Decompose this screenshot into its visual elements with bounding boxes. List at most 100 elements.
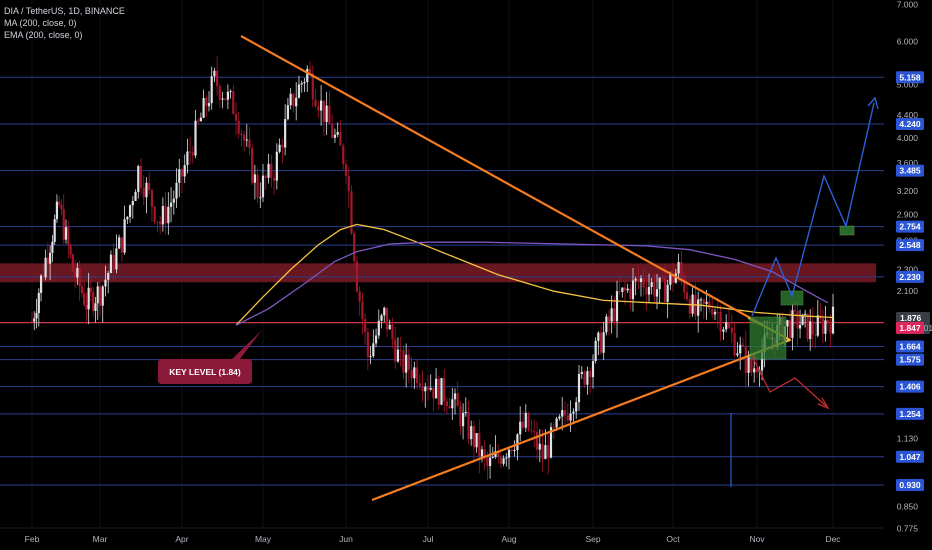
candle-body (730, 327, 733, 333)
candle-body (432, 387, 435, 399)
candle-body (661, 277, 664, 279)
time-axis[interactable]: Feb Mar Apr May Jun Jul Aug Sep Oct Nov Dec (0, 527, 884, 544)
candle-body (788, 320, 792, 338)
candle-body (339, 132, 342, 146)
level-tag-bg (896, 479, 924, 491)
candle-body (80, 286, 83, 294)
candle-body (445, 401, 448, 406)
candle-body (475, 433, 478, 448)
candle-body (62, 209, 65, 240)
candle-body (462, 412, 465, 427)
key-level-callout: KEY LEVEL (1.84) (158, 330, 262, 384)
candle-body (388, 324, 391, 330)
candle-body (421, 385, 424, 392)
month-label: Mar (93, 534, 108, 544)
candle-body (51, 241, 54, 253)
level-tag: 2.754 (899, 222, 921, 232)
candle-body (153, 206, 156, 222)
candle-body (347, 175, 350, 192)
candle-body (708, 301, 711, 310)
candle-body (510, 449, 513, 452)
retest-box (780, 290, 804, 306)
chart-legend: DIA / TetherUS, 1D, BINANCE MA (200, clo… (4, 5, 125, 41)
candle-body (683, 275, 686, 293)
level-tag-bg (896, 407, 924, 420)
candle-body (253, 174, 256, 183)
candle-body (96, 286, 99, 304)
candle-body (251, 148, 254, 183)
candle-body (727, 322, 731, 328)
candle-body (549, 427, 553, 458)
candle-body (793, 310, 797, 312)
level-tag-bg (896, 450, 924, 463)
candle-body (267, 163, 270, 178)
candle-body (716, 311, 719, 313)
candle-body (677, 262, 680, 274)
candle-body (69, 245, 72, 255)
candle-body (189, 151, 192, 153)
descending-trendline (240, 35, 791, 341)
candle-body (394, 339, 397, 362)
level-tag-bg (896, 353, 924, 366)
candle-body (744, 345, 747, 373)
candle-body (688, 299, 691, 314)
price-axis[interactable]: 7.000 6.000 5.000 4.400 4.000 3.600 3.200 2.900… (884, 0, 932, 550)
candle-body (786, 320, 789, 327)
drawings-layer: KEY LEVEL (1.84) (158, 35, 879, 502)
price-tick: 4.000 (897, 133, 919, 143)
candle-body (538, 443, 541, 450)
candle-body (112, 254, 115, 270)
candle-body (207, 103, 211, 107)
candle-body (172, 198, 175, 203)
candle-body (502, 458, 505, 464)
ma-legend[interactable]: MA (200, close, 0) (4, 18, 77, 28)
price-tick: 2.300 (897, 265, 919, 275)
candle-body (741, 344, 745, 346)
candle-body (760, 352, 764, 371)
candle-body (722, 329, 725, 332)
candle-body (118, 237, 121, 249)
breakout-zone-box (749, 316, 787, 360)
candle-body (134, 191, 137, 201)
candle-body (383, 307, 386, 316)
month-label: Dec (825, 534, 841, 544)
ema-legend[interactable]: EMA (200, close, 0) (4, 30, 83, 40)
candle-body (521, 421, 525, 428)
candle-body (295, 97, 298, 107)
candle-body (178, 169, 181, 183)
month-label: Sep (585, 534, 600, 544)
candle-body (639, 278, 643, 283)
candle-body (453, 393, 457, 400)
candle-body (336, 132, 339, 135)
candle-body (621, 287, 624, 292)
candle-body (472, 426, 475, 448)
candle-body (402, 350, 405, 373)
candle-body (435, 378, 438, 399)
candle-body (739, 344, 742, 354)
callout-bubble (158, 330, 262, 384)
key-level-label: KEY LEVEL (1.84) (169, 367, 241, 377)
candle-body (89, 287, 93, 292)
candle-body (123, 219, 126, 253)
candle-body (826, 320, 830, 324)
candle-body (278, 144, 281, 152)
candle-body (76, 267, 79, 278)
level-tag-bg (896, 239, 924, 252)
candle-body (451, 399, 454, 409)
price-tick: 6.000 (897, 36, 919, 46)
candle-body (366, 332, 369, 357)
candle-body (671, 273, 675, 283)
candle-body (317, 106, 320, 111)
candle-body (355, 261, 359, 292)
candle-body (33, 318, 36, 322)
candle-body (809, 321, 812, 340)
candle-body (535, 432, 539, 450)
candle-body (561, 410, 564, 417)
symbol-title[interactable]: DIA / TetherUS, 1D, BINANCE (4, 6, 125, 16)
candle-body (658, 277, 661, 290)
price-tick: 0.775 (897, 523, 919, 533)
month-label: Apr (175, 534, 188, 544)
zone-layer (0, 263, 876, 283)
candle-body (229, 91, 232, 93)
